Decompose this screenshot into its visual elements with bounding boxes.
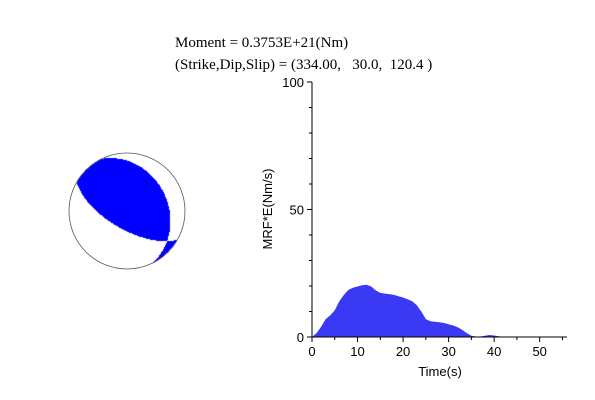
angles-line: (Strike,Dip,Slip) = (334.00, 30.0, 120.4… (175, 57, 432, 73)
x-tick-label: 20 (396, 344, 410, 359)
y-tick-label: 0 (297, 330, 304, 345)
beachball-outline (68, 152, 186, 270)
beachball (68, 152, 186, 270)
y-axis-label: MRF*E(Nm/s) (260, 169, 275, 250)
x-tick-label: 50 (532, 344, 546, 359)
y-tick-label: 100 (282, 75, 304, 90)
x-tick-label: 10 (350, 344, 364, 359)
x-axis-label: Time(s) (418, 364, 462, 379)
beachball-compressional-quadrants (68, 152, 186, 270)
y-tick-label: 50 (290, 203, 304, 218)
mrf-chart: 0 10 20 30 40 50 0 50 100 Time(s) MRF*E(Nm/s) (260, 75, 567, 379)
x-tick-label: 0 (308, 344, 315, 359)
mrf-area (312, 284, 567, 337)
moment-line: Moment = 0.3753E+21(Nm) (175, 35, 348, 51)
x-tick-label: 40 (487, 344, 501, 359)
x-tick-label: 30 (441, 344, 455, 359)
